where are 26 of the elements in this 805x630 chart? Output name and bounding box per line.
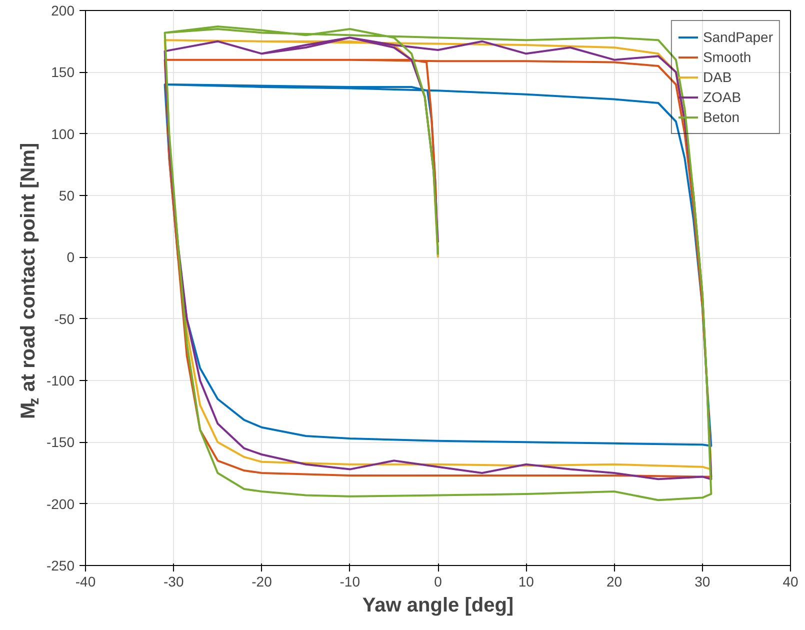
y-tick-label: 200 <box>51 2 75 18</box>
x-tick-label: -30 <box>164 574 184 590</box>
y-tick-label: -200 <box>46 496 75 512</box>
y-tick-label: -100 <box>46 372 75 388</box>
x-axis-title: Yaw angle [deg] <box>362 594 514 616</box>
legend-label: ZOAB <box>702 89 742 105</box>
y-tick-label: 50 <box>58 188 75 204</box>
y-tick-label: 150 <box>51 64 75 80</box>
x-tick-label: 30 <box>694 574 710 590</box>
y-tick-label: -250 <box>46 558 75 574</box>
x-tick-label: 20 <box>606 574 622 590</box>
y-axis-title: Mz at road contact point [Nm] <box>18 142 42 419</box>
legend-label: Smooth <box>702 49 752 65</box>
x-tick-label: 40 <box>782 574 798 590</box>
y-tick-label: 0 <box>66 249 75 266</box>
x-tick-label: 0 <box>434 574 442 590</box>
legend-label: Beton <box>702 109 740 125</box>
x-tick-label: -40 <box>75 574 96 590</box>
y-tick-label: -150 <box>46 434 75 450</box>
x-tick-label: -10 <box>340 574 360 590</box>
legend-label: DAB <box>702 69 732 85</box>
x-tick-label: 10 <box>518 574 534 590</box>
y-tick-label: 100 <box>51 126 75 142</box>
x-tick-label: -20 <box>252 574 272 590</box>
y-tick-label: -50 <box>54 310 75 327</box>
legend-label: SandPaper <box>702 29 773 45</box>
